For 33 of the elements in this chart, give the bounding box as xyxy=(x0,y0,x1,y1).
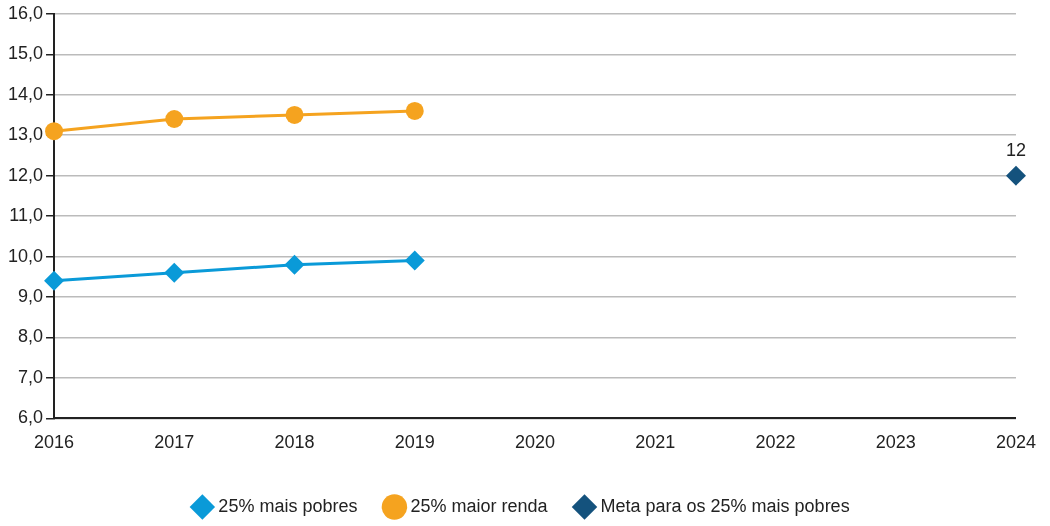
x-tick-label: 2016 xyxy=(34,432,75,453)
x-tick-label: 2020 xyxy=(514,432,556,453)
point xyxy=(285,105,304,124)
x-tick-label: 2019 xyxy=(394,432,435,453)
y-tick-label: 16,0 xyxy=(7,2,44,23)
point xyxy=(404,250,425,271)
y-tick-label: 13,0 xyxy=(7,124,44,145)
x-tick-label: 2022 xyxy=(755,432,796,453)
point xyxy=(405,101,424,120)
y-tick-label: 8,0 xyxy=(18,326,44,347)
point xyxy=(1005,165,1026,186)
y-tick-label: 15,0 xyxy=(7,43,44,64)
point xyxy=(284,254,305,275)
legend-label: 25% mais pobres xyxy=(218,495,358,516)
legend-label: 25% maior renda xyxy=(410,495,549,516)
x-tick-label: 2017 xyxy=(154,432,195,453)
x-tick-label: 2021 xyxy=(635,432,676,453)
point xyxy=(165,110,184,128)
y-tick-label: 12,0 xyxy=(7,164,44,185)
x-tick-label: 2018 xyxy=(274,432,315,453)
y-tick-label: 11,0 xyxy=(9,205,44,226)
point xyxy=(44,270,65,291)
x-tick-label: 2023 xyxy=(875,432,916,453)
y-tick-label: 6,0 xyxy=(18,407,44,428)
x-tick-label: 2024 xyxy=(995,432,1036,453)
y-tick-label: 14,0 xyxy=(7,83,44,104)
y-tick-label: 10,0 xyxy=(7,245,44,266)
point xyxy=(45,122,64,141)
point xyxy=(164,262,185,283)
y-tick-label: 9,0 xyxy=(18,285,44,306)
y-tick-label: 7,0 xyxy=(18,366,44,387)
data-label: 12 xyxy=(1005,139,1026,160)
legend-label: Meta para os 25% mais pobres xyxy=(600,495,850,516)
